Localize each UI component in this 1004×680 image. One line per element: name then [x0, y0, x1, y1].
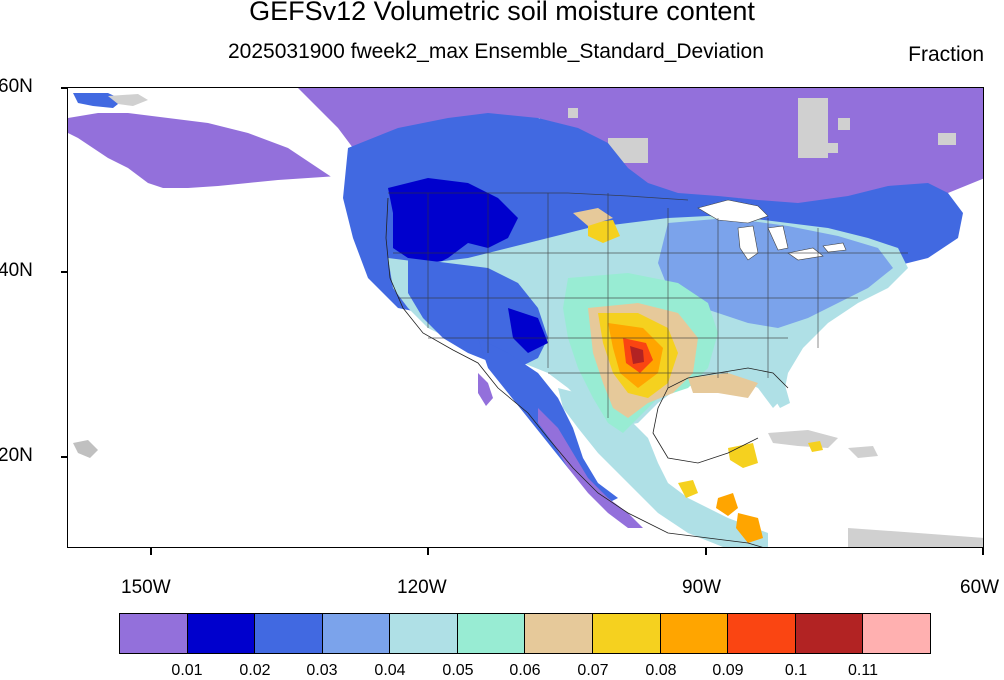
tick-120w [427, 548, 429, 555]
mexico-teal [558, 388, 768, 547]
texas-dark-red [630, 346, 644, 364]
central-america-orange-2 [736, 513, 763, 543]
pacific-nw-dark-blue [393, 203, 418, 258]
colorbar-swatch-4 [322, 614, 391, 653]
colorbar-label-10: 0.1 [784, 662, 808, 679]
hawaii-gray [73, 440, 98, 458]
colorbar-swatch-9 [660, 614, 729, 653]
colorbar-swatch-5 [390, 614, 458, 653]
map-subtitle: 2025031900 fweek2_max Ensemble_Standard_… [228, 40, 764, 63]
hispaniola-gray [848, 446, 878, 458]
colorbar-label-7: 0.07 [577, 662, 609, 679]
colorbar-label-9: 0.09 [712, 662, 744, 679]
colorbar-swatch-12 [863, 614, 930, 653]
colorbar-label-5: 0.05 [442, 662, 474, 679]
southwest-dark-blue [508, 308, 548, 353]
colorbar-label-8: 0.08 [645, 662, 677, 679]
colorbar-swatch-8 [593, 614, 661, 653]
colorbar-swatch-11 [795, 614, 864, 653]
political-boundaries [388, 192, 908, 418]
gulf-tan [688, 373, 758, 398]
north-america-coastline [385, 197, 789, 547]
colorbar-swatch-10 [728, 614, 796, 653]
colorbar-label-2: 0.02 [239, 662, 271, 679]
lat-label-20n: 20N [0, 445, 33, 466]
colorbar-label-4: 0.04 [374, 662, 406, 679]
colorbar-label-3: 0.03 [306, 662, 338, 679]
colorbar-label-11: 0.11 [848, 662, 878, 679]
alaska-patch-light [108, 94, 148, 106]
colorbar-swatch-6 [457, 614, 526, 653]
lon-label-90w: 90W [682, 577, 722, 598]
colorbar-swatch-2 [187, 614, 256, 653]
colorbar-swatch-3 [255, 614, 323, 653]
tick-60w [982, 548, 984, 555]
caribbean-yellow [808, 441, 823, 452]
colorbar-swatch-7 [525, 614, 594, 653]
dakota-tan [573, 208, 613, 226]
tick-20n [61, 456, 68, 458]
lat-label-40n: 40N [0, 260, 33, 281]
canada-gray-4 [798, 98, 828, 158]
units-label: Fraction [908, 43, 984, 66]
caribbean-gray [768, 430, 838, 448]
map-title: GEFSv12 Volumetric soil moisture content [249, 0, 755, 26]
canada-gray-2 [568, 108, 578, 118]
lon-label-60w: 60W [960, 577, 1000, 598]
lon-label-120w: 120W [397, 577, 447, 598]
soil-moisture-map [68, 88, 983, 547]
colorbar-label-6: 0.06 [509, 662, 541, 679]
dakota-yellow [588, 220, 620, 243]
central-america-yellow [678, 480, 698, 498]
south-america-gray [848, 528, 983, 547]
canada-gray-7 [938, 133, 956, 145]
map-panel [67, 87, 984, 548]
colorbar [119, 613, 931, 654]
lon-label-150w: 150W [121, 577, 171, 598]
northwest-dark-blue [388, 178, 518, 268]
colorbar-label-1: 0.01 [171, 662, 203, 679]
tick-60n [61, 87, 68, 89]
colorbar-swatch-1 [120, 614, 188, 653]
lat-label-60n: 60N [0, 76, 33, 97]
yucatan-yellow [728, 443, 758, 468]
tick-90w [705, 548, 707, 555]
pacific-ocean-nw [68, 88, 388, 213]
canada-gray-5 [838, 118, 850, 130]
central-america-orange [716, 493, 738, 516]
baja-purple [478, 373, 493, 406]
tick-40n [61, 271, 68, 273]
great-basin-blue [408, 258, 548, 368]
tick-150w [150, 548, 152, 555]
canada-gray-6 [828, 143, 838, 153]
mexico-purple-coast [538, 408, 643, 528]
great-lakes [697, 199, 847, 261]
